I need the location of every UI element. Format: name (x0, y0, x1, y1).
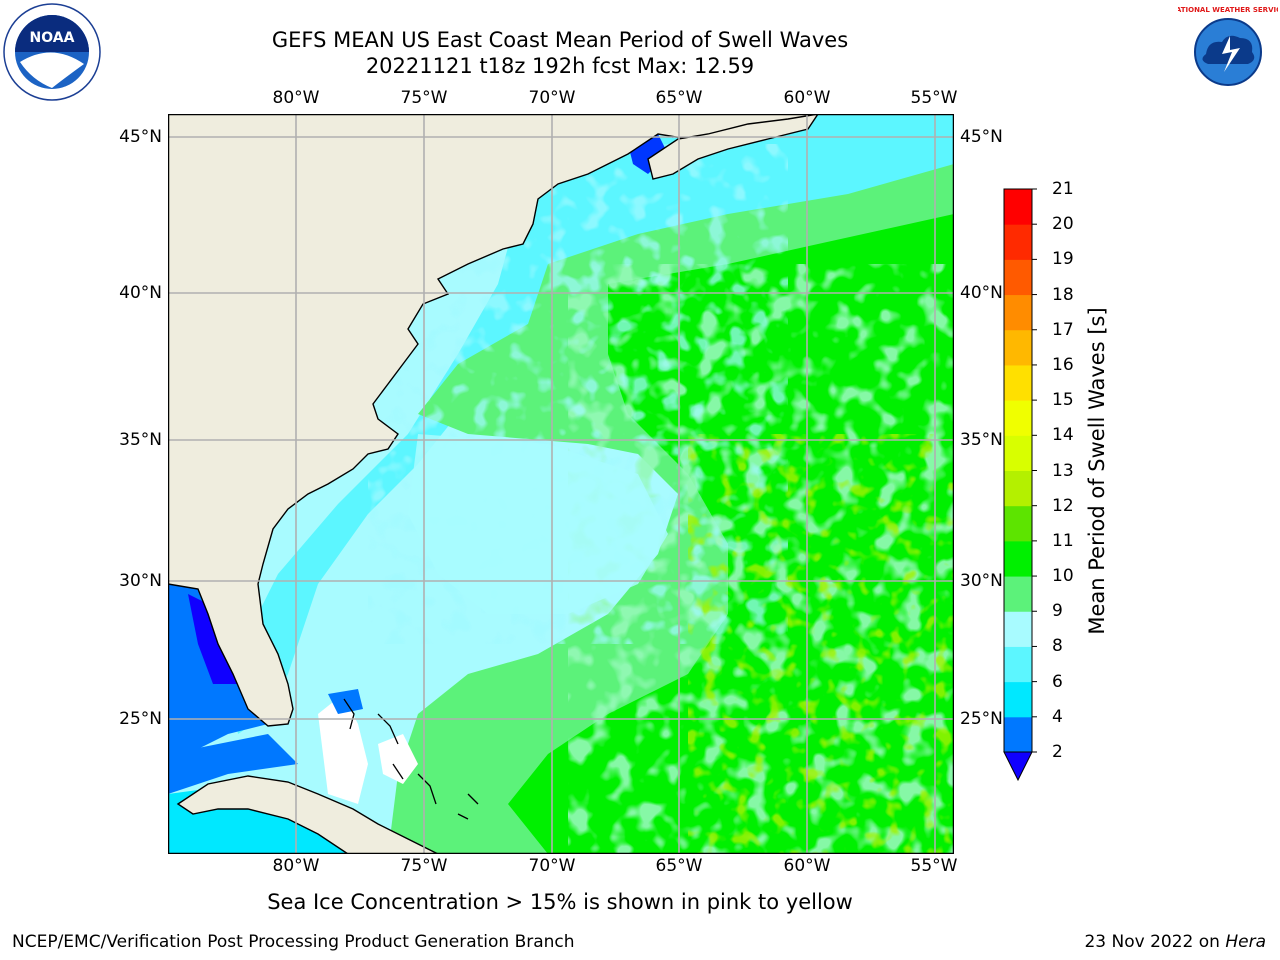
lat-label-right: 30°N (960, 571, 1003, 591)
colorbar-segment (1004, 189, 1032, 225)
lon-label-top: 70°W (528, 88, 576, 108)
lon-label-top: 65°W (655, 88, 703, 108)
colorbar-tick-label: 12 (1052, 495, 1074, 516)
colorbar-segment (1004, 611, 1032, 647)
lon-label-top: 60°W (783, 88, 831, 108)
chart-subtitle: 20221121 t18z 192h fcst Max: 12.59 (365, 54, 755, 78)
chart-title: GEFS MEAN US East Coast Mean Period of S… (271, 28, 849, 52)
colorbar-tick-label: 18 (1052, 284, 1074, 305)
svg-text:NOAA: NOAA (30, 30, 75, 46)
colorbar-segment (1004, 646, 1032, 683)
sea-ice-note: Sea Ice Concentration > 15% is shown in … (267, 890, 853, 914)
lon-label-bottom: 75°W (400, 856, 448, 876)
lat-label-right: 35°N (960, 430, 1003, 450)
colorbar-segment (1004, 224, 1032, 260)
colorbar-tick-label: 19 (1052, 249, 1074, 270)
graticule (168, 114, 954, 854)
colorbar-segment (1004, 329, 1032, 366)
lat-label-left: 25°N (119, 709, 162, 729)
lat-label-left: 40°N (119, 283, 162, 303)
lon-label-bottom: 55°W (910, 856, 958, 876)
colorbar-segment (1004, 259, 1032, 296)
colorbar-tick-label: 6 (1052, 671, 1063, 692)
colorbar-segment (1004, 540, 1032, 577)
colorbar-tick-label: 21 (1052, 179, 1074, 199)
colorbar-segment (1004, 505, 1032, 542)
lat-label-right: 45°N (960, 127, 1003, 147)
colorbar-tick-label: 2 (1052, 742, 1063, 762)
lon-label-bottom: 60°W (783, 856, 831, 876)
colorbar-segment (1004, 716, 1032, 753)
lon-label-top: 55°W (910, 88, 958, 108)
lon-label-bottom: 80°W (272, 856, 320, 876)
bahamas-banks (318, 694, 368, 804)
colorbar-tick-label: 13 (1052, 460, 1074, 481)
lat-label-right: 25°N (960, 709, 1003, 729)
nws-logo: NATIONAL WEATHER SERVICE (1178, 4, 1278, 100)
colorbar-under-triangle (1003, 751, 1033, 782)
colorbar-segment (1004, 470, 1032, 507)
nova-scotia-land (647, 114, 819, 180)
colorbar-segment (1004, 435, 1032, 471)
noaa-logo: NOAA (3, 3, 101, 101)
colorbar-tick-label: 9 (1052, 601, 1063, 622)
lat-label-right: 40°N (960, 283, 1003, 303)
colorbar-tick-label: 17 (1052, 319, 1074, 340)
colorbar-title: Mean Period of Swell Waves [s] (1085, 307, 1109, 635)
colorbar-tick-label: 4 (1052, 706, 1063, 727)
colorbar-segment (1004, 400, 1032, 436)
footer-date: 23 Nov 2022 on Hera (1084, 932, 1266, 952)
colorbar-tick-label: 10 (1052, 566, 1074, 587)
lon-label-bottom: 65°W (655, 856, 703, 876)
north-america-land (168, 114, 819, 727)
colorbar-tick-label: 15 (1052, 390, 1074, 411)
footer-date-text: 23 Nov 2022 on (1084, 932, 1220, 952)
lon-label-top: 80°W (272, 88, 320, 108)
colorbar-segment (1004, 364, 1032, 401)
lon-label-bottom: 70°W (528, 856, 576, 876)
swell-period-map (168, 114, 954, 854)
colorbar (1003, 188, 1037, 782)
colorbar-segment (1004, 576, 1032, 612)
colorbar-segment (1004, 294, 1032, 331)
lat-label-left: 35°N (119, 430, 162, 450)
footer-host: Hera (1225, 932, 1266, 952)
colorbar-tick-label: 20 (1052, 214, 1074, 235)
cuba-land (176, 775, 439, 854)
colorbar-tick-label: 14 (1052, 425, 1074, 446)
colorbar-tick-label: 8 (1052, 636, 1063, 657)
lat-label-left: 30°N (119, 571, 162, 591)
colorbar-tick-label: 16 (1052, 354, 1074, 375)
lon-label-top: 75°W (400, 88, 448, 108)
colorbar-segment (1004, 681, 1032, 718)
colorbar-tick-label: 11 (1052, 530, 1074, 551)
lat-label-left: 45°N (119, 127, 162, 147)
footer-credit: NCEP/EMC/Verification Post Processing Pr… (12, 932, 575, 952)
svg-text:NATIONAL WEATHER SERVICE: NATIONAL WEATHER SERVICE (1178, 6, 1278, 14)
